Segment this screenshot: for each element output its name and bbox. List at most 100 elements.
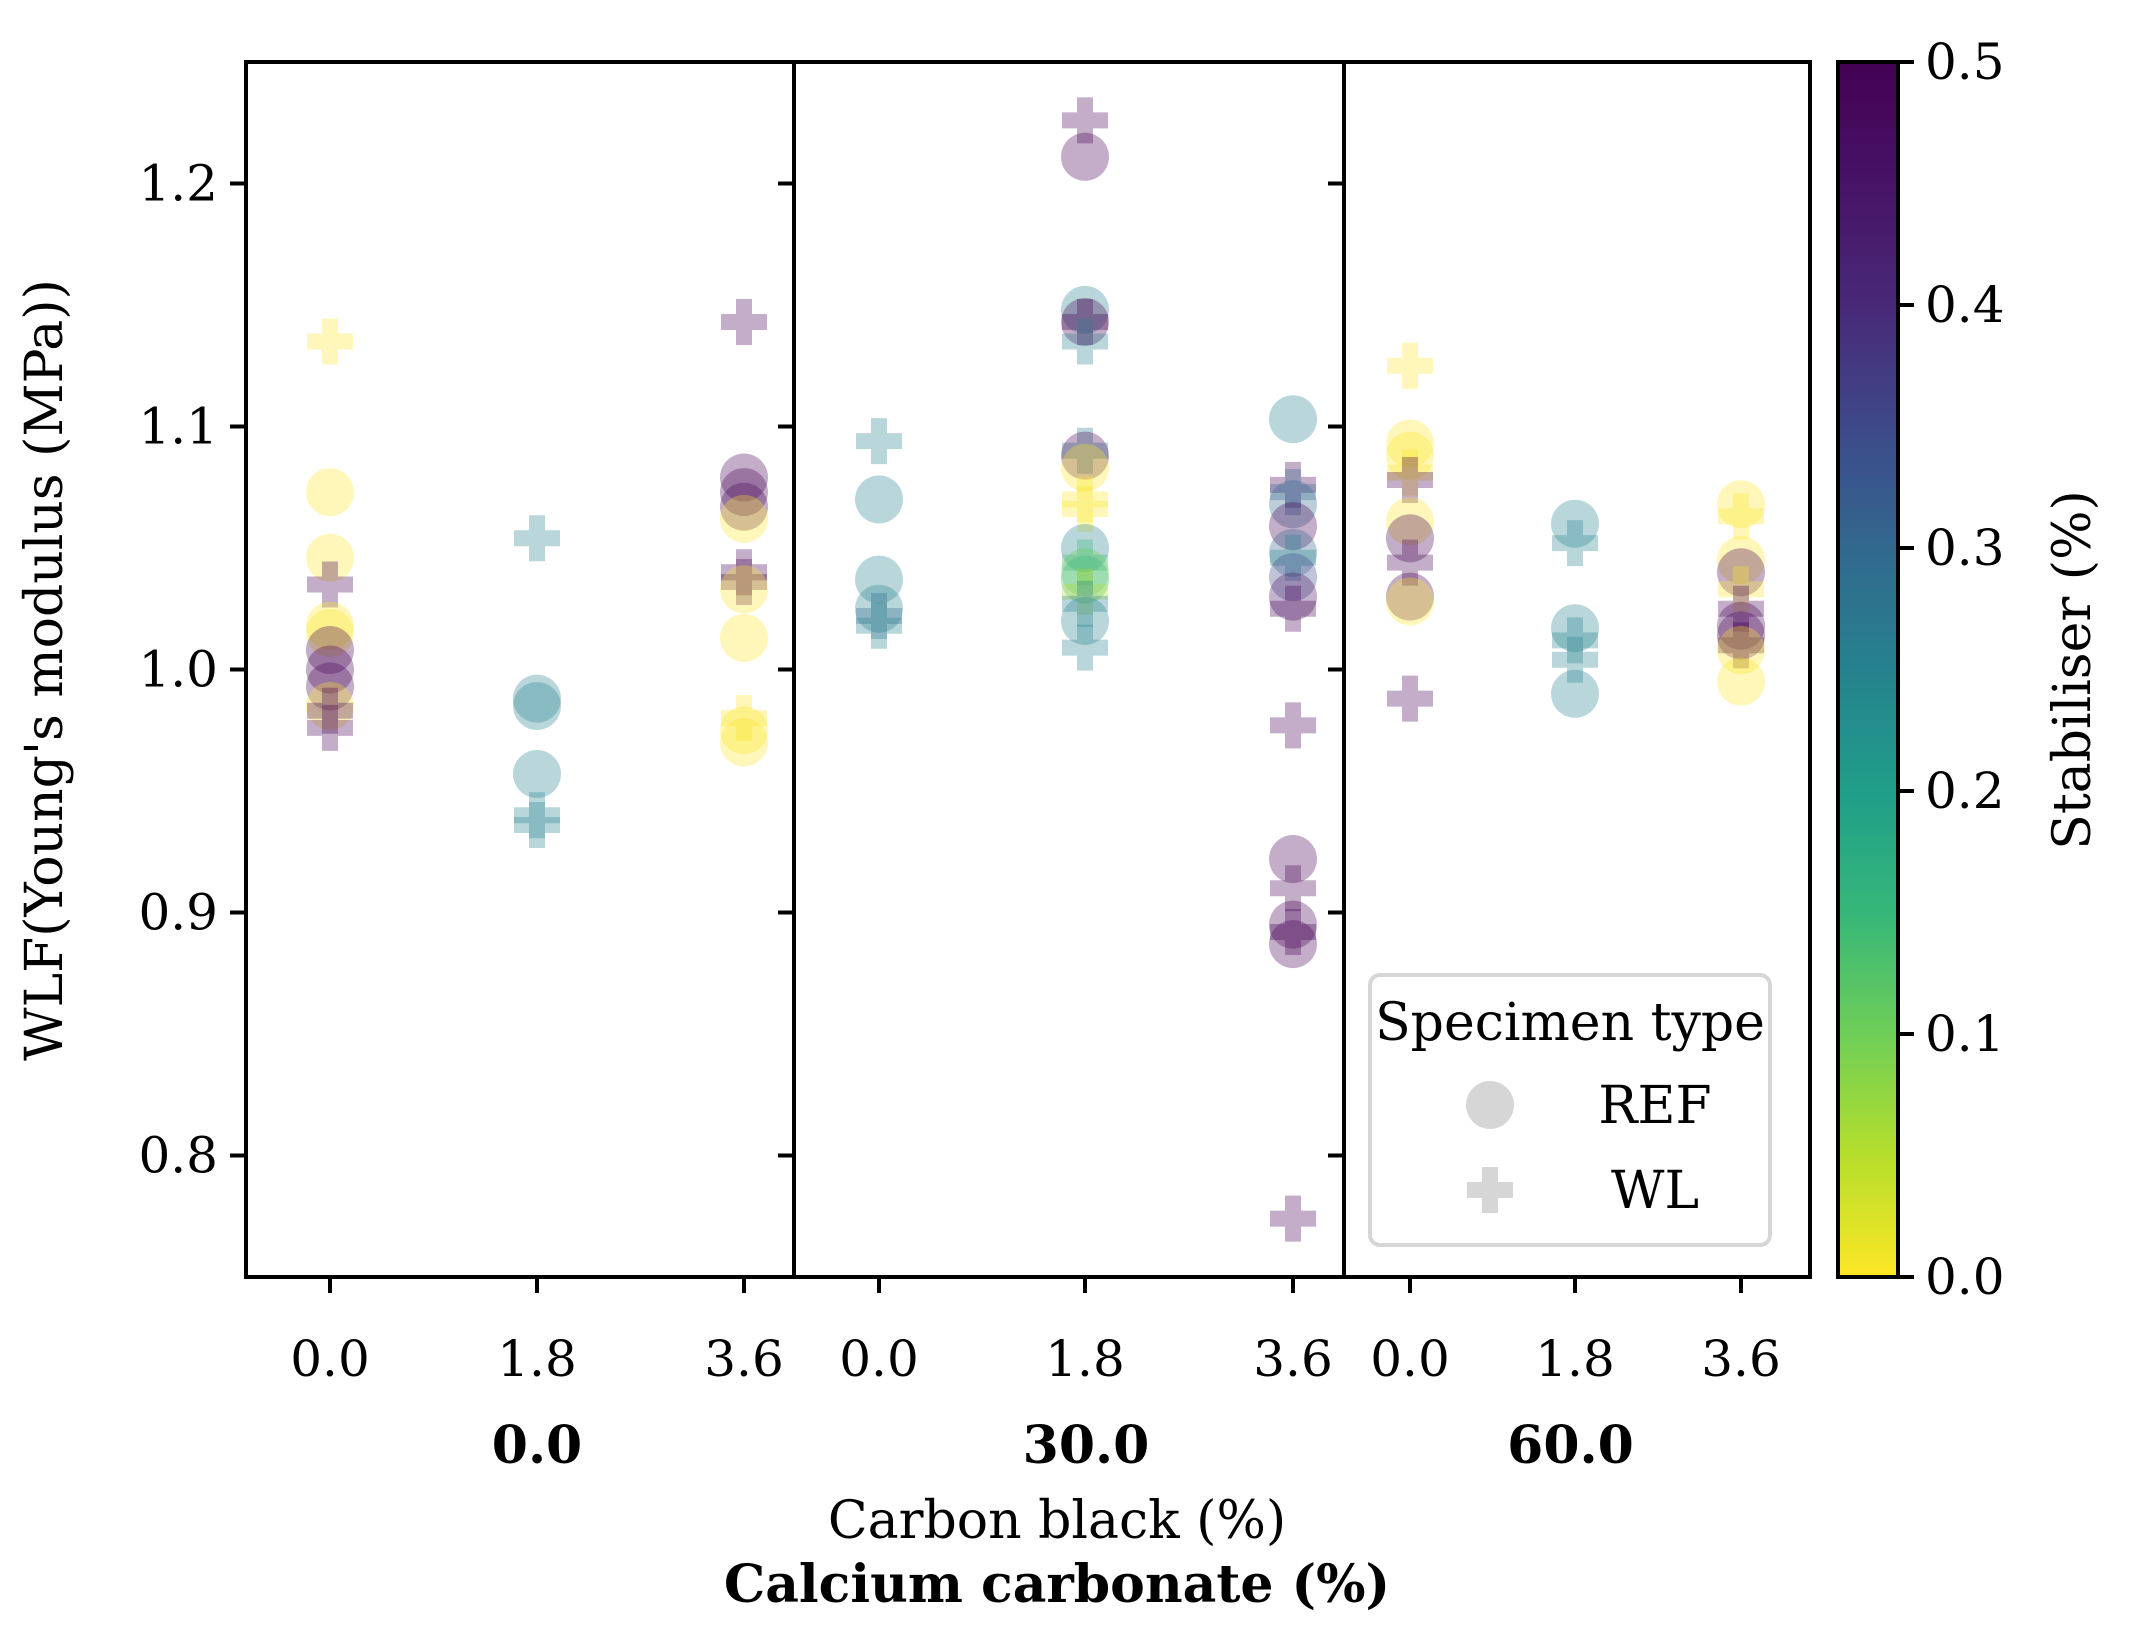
ref-point bbox=[1269, 395, 1317, 444]
wl-point bbox=[1552, 636, 1598, 683]
colorbar: 0.0 0.1 0.2 0.3 0.4 0.5 Stabiliser (%) bbox=[1836, 33, 2103, 1306]
ref-point bbox=[1717, 601, 1765, 650]
x-tick-label: 1.8 bbox=[1045, 1330, 1125, 1388]
wl-point bbox=[1062, 486, 1108, 533]
group-label: 30.0 bbox=[1023, 1415, 1150, 1476]
x-tick-label: 0.0 bbox=[1370, 1330, 1450, 1388]
wl-point bbox=[1387, 456, 1433, 503]
ref-point bbox=[1717, 611, 1765, 660]
colorbar-gradient bbox=[1836, 60, 1900, 1279]
ref-point bbox=[1269, 553, 1317, 602]
axes-layer: 0.0 1.8 3.6 0.0 0.0 1.8 3.6 30.0 0.0 1.8 3.6 60.0 0.… bbox=[138, 60, 1812, 1476]
panel-frame bbox=[792, 60, 1346, 1279]
wl-point bbox=[307, 318, 353, 365]
wl-point bbox=[1387, 675, 1433, 722]
colorbar-tick-label: 0.4 bbox=[1925, 276, 2005, 334]
ref-point bbox=[1717, 626, 1765, 675]
wl-point bbox=[721, 299, 767, 346]
ref-point bbox=[1386, 514, 1434, 563]
ref-point bbox=[306, 681, 354, 730]
ref-point bbox=[1386, 431, 1434, 480]
colorbar-label: Stabiliser (%) bbox=[2043, 490, 2103, 850]
wl-point bbox=[1270, 534, 1316, 581]
wl-point bbox=[856, 418, 902, 465]
wl-point bbox=[1552, 520, 1598, 567]
ref-point bbox=[1269, 835, 1317, 884]
ref-point bbox=[1269, 920, 1317, 969]
wl-point bbox=[1387, 342, 1433, 389]
ref-point bbox=[1717, 548, 1765, 597]
wl-point bbox=[1062, 427, 1108, 474]
wl-point bbox=[307, 687, 353, 734]
legend-label: REF bbox=[1598, 1076, 1711, 1136]
wl-point bbox=[1062, 580, 1108, 627]
wl-point bbox=[1718, 566, 1764, 613]
ref-point bbox=[306, 662, 354, 711]
wl-point bbox=[1062, 299, 1108, 346]
ref-point bbox=[1551, 499, 1599, 548]
wl-point bbox=[1062, 624, 1108, 671]
ref-point bbox=[1386, 419, 1434, 468]
wl-point bbox=[1270, 908, 1316, 955]
ref-point bbox=[1269, 502, 1317, 551]
wl-point bbox=[856, 593, 902, 640]
wl-point bbox=[1062, 568, 1108, 615]
x-tick-label: 0.0 bbox=[290, 1330, 370, 1388]
wl-point bbox=[1718, 585, 1764, 632]
legend-box bbox=[1368, 973, 1772, 1247]
y-tick-label: 1.1 bbox=[138, 398, 218, 456]
wl-point bbox=[721, 695, 767, 742]
wl-point bbox=[514, 792, 560, 839]
colorbar-tick-label: 0.2 bbox=[1925, 762, 2005, 820]
y-tick-label: 1.2 bbox=[138, 155, 218, 213]
ref-point bbox=[720, 613, 768, 662]
wl-point bbox=[1270, 865, 1316, 912]
x-tick-label: 3.6 bbox=[1701, 1330, 1781, 1388]
ref-point bbox=[1061, 285, 1109, 334]
x-tick-label: 1.8 bbox=[1535, 1330, 1615, 1388]
y-axis-label: WLF(Young's modulus (MPa)) bbox=[15, 279, 75, 1061]
ref-point bbox=[720, 565, 768, 614]
wl-point bbox=[1270, 1195, 1316, 1242]
ref-point bbox=[720, 453, 768, 502]
x-axis-label-secondary: Calcium carbonate (%) bbox=[724, 1554, 1390, 1615]
axis-labels: WLF(Young's modulus (MPa)) Carbon black (… bbox=[15, 279, 1390, 1615]
ref-point bbox=[513, 674, 561, 723]
ref-point bbox=[1269, 572, 1317, 621]
y-tick-label: 0.9 bbox=[138, 884, 218, 942]
colorbar-tick-label: 0.1 bbox=[1925, 1005, 2005, 1063]
x-tick-label: 1.8 bbox=[497, 1330, 577, 1388]
group-label: 0.0 bbox=[492, 1415, 582, 1476]
ref-point bbox=[1269, 900, 1317, 949]
ref-point bbox=[1061, 548, 1109, 597]
x-axis-label: Carbon black (%) bbox=[828, 1491, 1286, 1551]
ref-point bbox=[306, 626, 354, 675]
ref-point bbox=[720, 468, 768, 517]
ref-point bbox=[720, 706, 768, 755]
legend: Specimen type REF WL bbox=[1368, 973, 1772, 1247]
legend-wl-marker bbox=[1467, 1167, 1513, 1213]
ref-point bbox=[1386, 572, 1434, 621]
colorbar-tick-label: 0.0 bbox=[1925, 1248, 2005, 1306]
ref-point bbox=[1061, 596, 1109, 645]
ref-point bbox=[1717, 536, 1765, 585]
wl-point bbox=[1718, 622, 1764, 669]
wl-point bbox=[1062, 539, 1108, 586]
ref-point bbox=[855, 584, 903, 633]
group-label: 60.0 bbox=[1507, 1415, 1634, 1476]
wl-point bbox=[721, 549, 767, 596]
ref-point bbox=[1717, 480, 1765, 529]
wl-point bbox=[1552, 617, 1598, 664]
colorbar-tick-label: 0.3 bbox=[1925, 519, 2005, 577]
wl-point bbox=[1062, 318, 1108, 365]
ref-point bbox=[306, 468, 354, 517]
ref-point bbox=[1061, 555, 1109, 604]
ref-point bbox=[1386, 497, 1434, 546]
ref-point bbox=[513, 681, 561, 730]
y-tick-label: 1.0 bbox=[138, 641, 218, 699]
x-tick-label: 3.6 bbox=[1253, 1330, 1333, 1388]
ref-point bbox=[1269, 480, 1317, 529]
ref-point bbox=[1061, 524, 1109, 572]
